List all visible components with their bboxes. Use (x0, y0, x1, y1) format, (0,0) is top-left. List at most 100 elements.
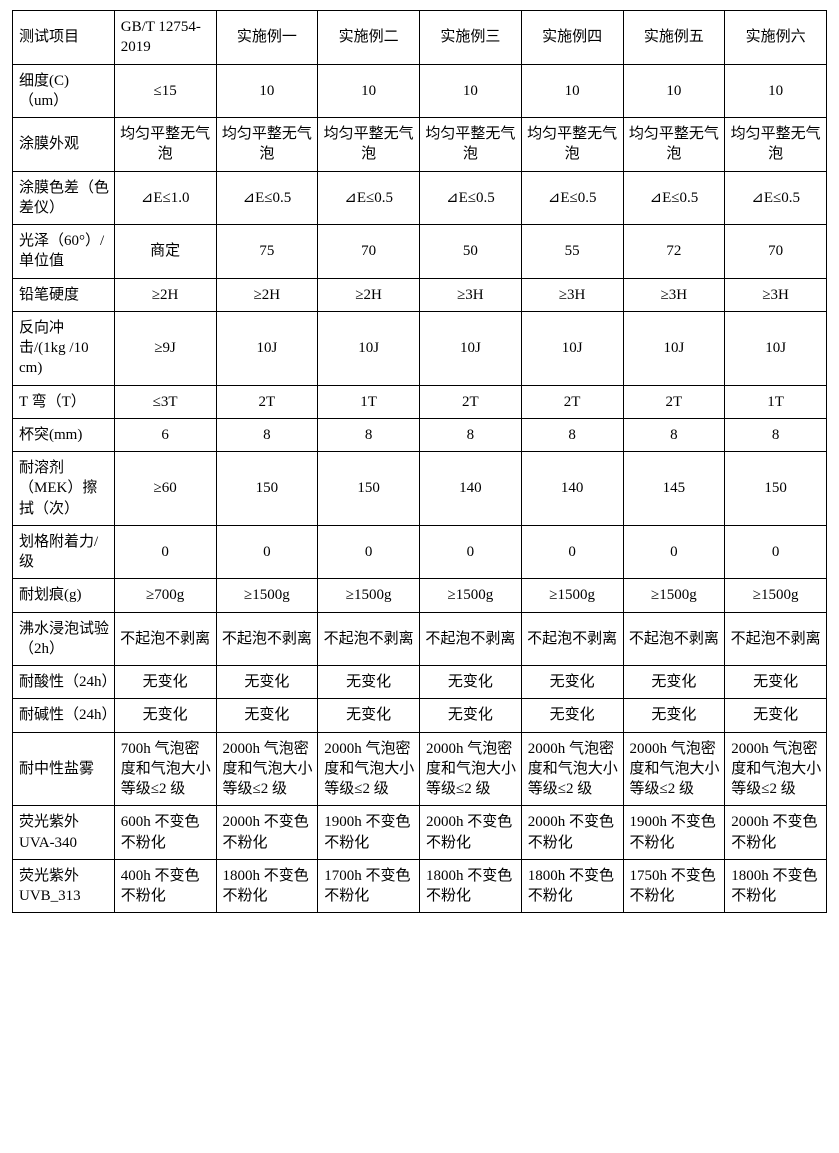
cell: 0 (725, 525, 827, 579)
cell: 10 (725, 64, 827, 118)
cell: 无变化 (725, 699, 827, 732)
cell: ≥1500g (216, 579, 318, 612)
cell: 无变化 (216, 666, 318, 699)
cell: 10 (420, 64, 522, 118)
cell: ⊿E≤0.5 (521, 171, 623, 225)
row-label: 细度(C)（um） (13, 64, 115, 118)
cell: 2000h 不变色不粉化 (420, 806, 522, 860)
cell: ≥1500g (521, 579, 623, 612)
cell: 1700h 不变色不粉化 (318, 859, 420, 913)
cell: 无变化 (318, 666, 420, 699)
table-row: 涂膜色差（色差仪）⊿E≤1.0⊿E≤0.5⊿E≤0.5⊿E≤0.5⊿E≤0.5⊿… (13, 171, 827, 225)
cell: 150 (318, 452, 420, 526)
cell: 140 (521, 452, 623, 526)
cell: 0 (521, 525, 623, 579)
cell: ⊿E≤0.5 (216, 171, 318, 225)
cell: ≥1500g (318, 579, 420, 612)
cell: 均匀平整无气泡 (318, 118, 420, 172)
cell: 1800h 不变色不粉化 (521, 859, 623, 913)
cell: 1900h 不变色不粉化 (623, 806, 725, 860)
table-row: 反向冲击/(1kg /10 cm)≥9J10J10J10J10J10J10J (13, 311, 827, 385)
cell: 10J (725, 311, 827, 385)
row-label: 光泽（60°）/单位值 (13, 225, 115, 279)
cell: 0 (420, 525, 522, 579)
table-body: 细度(C)（um）≤15101010101010涂膜外观均匀平整无气泡均匀平整无… (13, 64, 827, 913)
cell: 8 (725, 418, 827, 451)
cell: 商定 (114, 225, 216, 279)
row-label: 耐中性盐雾 (13, 732, 115, 806)
table-row: 荧光紫外UVB_313400h 不变色不粉化1800h 不变色不粉化1700h … (13, 859, 827, 913)
cell: ⊿E≤0.5 (725, 171, 827, 225)
cell: ≥2H (318, 278, 420, 311)
cell: 2000h 气泡密度和气泡大小等级≤2 级 (318, 732, 420, 806)
cell: 2T (623, 385, 725, 418)
cell: 0 (318, 525, 420, 579)
row-label: 耐溶剂（MEK）擦拭（次） (13, 452, 115, 526)
cell: 无变化 (216, 699, 318, 732)
cell: ≥3H (521, 278, 623, 311)
cell: 无变化 (420, 666, 522, 699)
row-label: 涂膜外观 (13, 118, 115, 172)
cell: 10 (623, 64, 725, 118)
col-header-example-3: 实施例三 (420, 11, 522, 65)
cell: 无变化 (420, 699, 522, 732)
cell: 无变化 (623, 666, 725, 699)
cell: ≥3H (725, 278, 827, 311)
cell: 55 (521, 225, 623, 279)
table-row: 耐划痕(g)≥700g≥1500g≥1500g≥1500g≥1500g≥1500… (13, 579, 827, 612)
cell: 不起泡不剥离 (623, 612, 725, 666)
col-header-example-1: 实施例一 (216, 11, 318, 65)
cell: ≥2H (216, 278, 318, 311)
cell: 0 (216, 525, 318, 579)
row-label: 荧光紫外UVA-340 (13, 806, 115, 860)
cell: 2T (420, 385, 522, 418)
cell: 1800h 不变色不粉化 (216, 859, 318, 913)
cell: 2000h 气泡密度和气泡大小等级≤2 级 (216, 732, 318, 806)
cell: 10 (216, 64, 318, 118)
table-row: 沸水浸泡试验（2h）不起泡不剥离不起泡不剥离不起泡不剥离不起泡不剥离不起泡不剥离… (13, 612, 827, 666)
cell: 75 (216, 225, 318, 279)
cell: 8 (420, 418, 522, 451)
cell: 2000h 不变色不粉化 (521, 806, 623, 860)
col-header-example-6: 实施例六 (725, 11, 827, 65)
cell: ≥2H (114, 278, 216, 311)
cell: 70 (725, 225, 827, 279)
cell: 2000h 气泡密度和气泡大小等级≤2 级 (725, 732, 827, 806)
cell: 140 (420, 452, 522, 526)
row-label: 耐酸性（24h） (13, 666, 115, 699)
table-row: 细度(C)（um）≤15101010101010 (13, 64, 827, 118)
cell: ⊿E≤0.5 (420, 171, 522, 225)
cell: 1800h 不变色不粉化 (725, 859, 827, 913)
table-row: 耐溶剂（MEK）擦拭（次）≥60150150140140145150 (13, 452, 827, 526)
cell: 均匀平整无气泡 (420, 118, 522, 172)
cell: ≤15 (114, 64, 216, 118)
cell: 均匀平整无气泡 (521, 118, 623, 172)
row-label: 沸水浸泡试验（2h） (13, 612, 115, 666)
cell: 10J (216, 311, 318, 385)
cell: 均匀平整无气泡 (216, 118, 318, 172)
cell: ≥700g (114, 579, 216, 612)
row-label: 划格附着力/级 (13, 525, 115, 579)
cell: 8 (318, 418, 420, 451)
cell: ≥1500g (725, 579, 827, 612)
cell: 600h 不变色不粉化 (114, 806, 216, 860)
cell: 2000h 气泡密度和气泡大小等级≤2 级 (420, 732, 522, 806)
table-row: 光泽（60°）/单位值商定757050557270 (13, 225, 827, 279)
cell: ≥9J (114, 311, 216, 385)
row-label: 涂膜色差（色差仪） (13, 171, 115, 225)
cell: 70 (318, 225, 420, 279)
col-header-example-4: 实施例四 (521, 11, 623, 65)
cell: 2000h 气泡密度和气泡大小等级≤2 级 (623, 732, 725, 806)
table-row: 耐中性盐雾700h 气泡密度和气泡大小等级≤2 级2000h 气泡密度和气泡大小… (13, 732, 827, 806)
cell: 72 (623, 225, 725, 279)
cell: 1800h 不变色不粉化 (420, 859, 522, 913)
cell: 无变化 (521, 666, 623, 699)
cell: 10J (623, 311, 725, 385)
cell: 不起泡不剥离 (420, 612, 522, 666)
cell: 无变化 (114, 666, 216, 699)
cell: ⊿E≤0.5 (623, 171, 725, 225)
table-row: 杯突(mm)6888888 (13, 418, 827, 451)
table-row: 划格附着力/级0000000 (13, 525, 827, 579)
cell: 150 (725, 452, 827, 526)
cell: ≥1500g (623, 579, 725, 612)
